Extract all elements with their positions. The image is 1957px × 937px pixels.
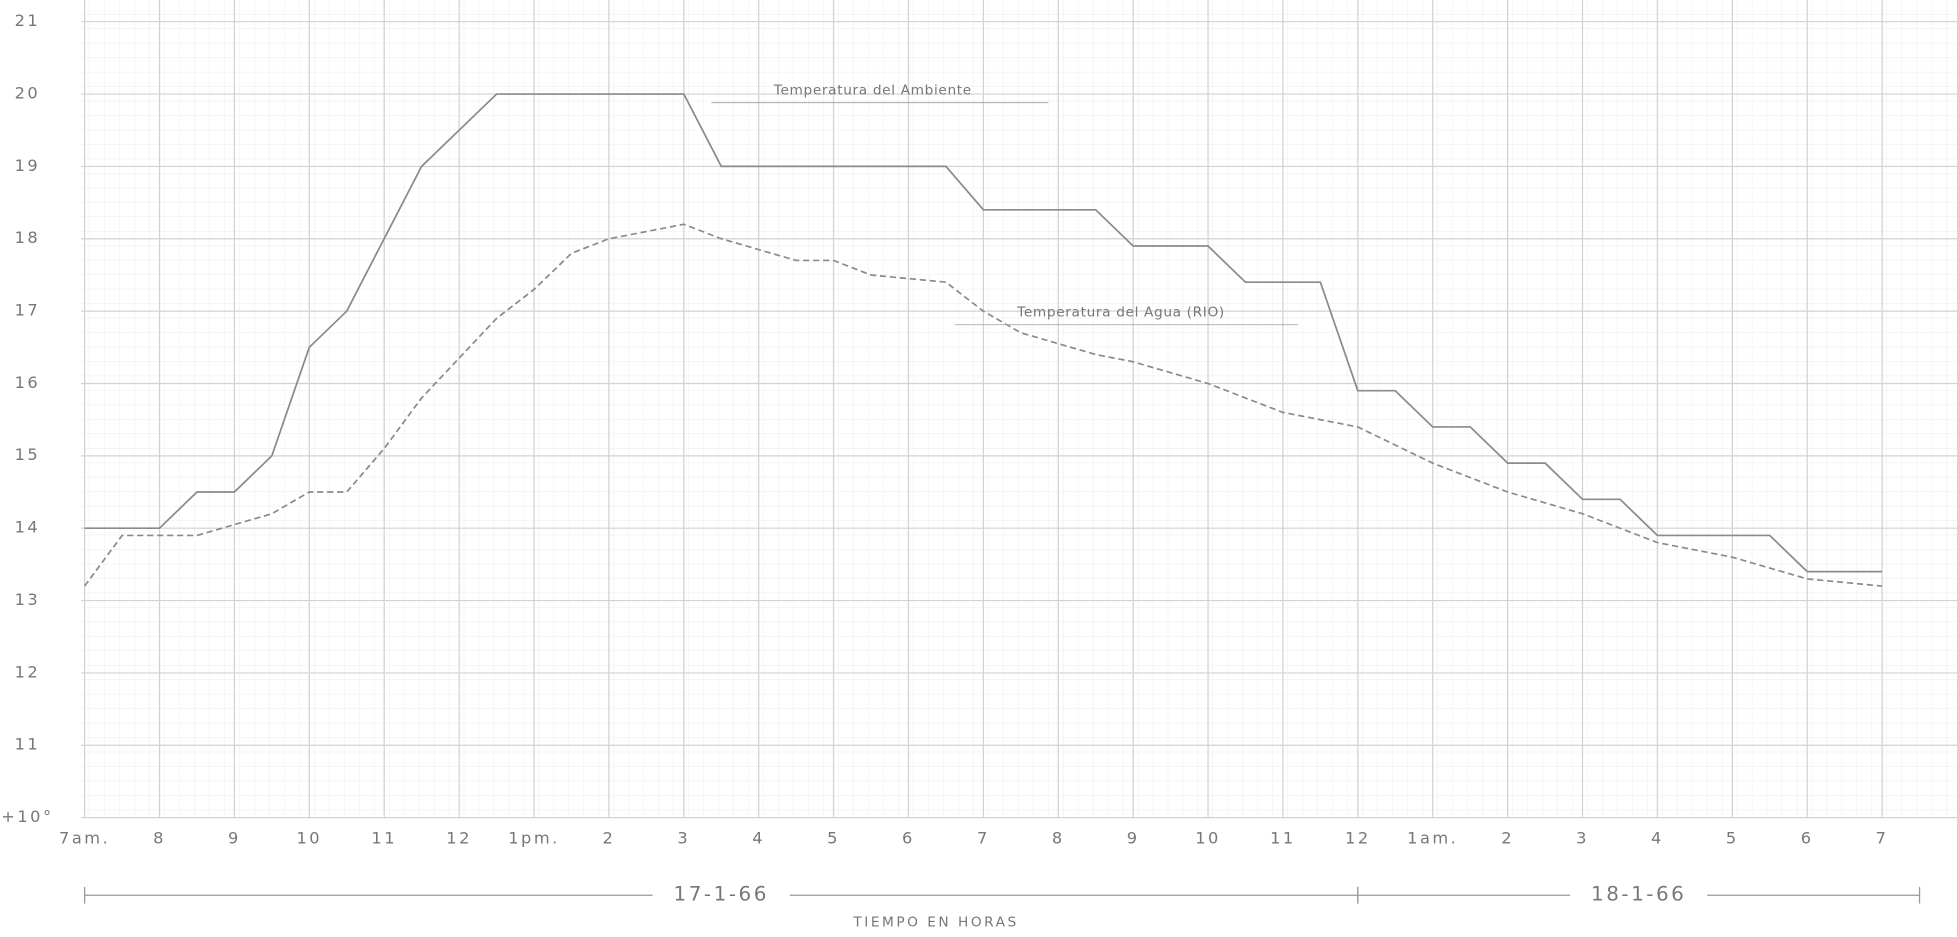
x-tick-label: 10 [296, 829, 322, 848]
x-axis-label: TIEMPO EN HORAS [852, 916, 1018, 931]
x-tick-label: 4 [1651, 829, 1664, 848]
x-tick-label: 9 [1127, 829, 1140, 848]
y-tick-label: 15 [15, 446, 41, 465]
x-tick-label: 8 [153, 829, 166, 848]
series-line [83, 223, 1883, 587]
x-tick-label: 8 [1052, 829, 1065, 848]
x-tick-label: 12 [1345, 829, 1371, 848]
y-tick-label: 18 [15, 229, 41, 248]
x-tick-label: 7 [977, 829, 990, 848]
x-tick-label: 5 [827, 829, 840, 848]
x-tick-label: 5 [1726, 829, 1739, 848]
y-tick-label: +10° [1, 807, 53, 826]
y-tick-label: 17 [15, 301, 41, 320]
x-tick-label: 1am. [1407, 829, 1458, 848]
x-tick-label: 7am. [59, 829, 110, 848]
x-tick-label: 11 [1270, 829, 1296, 848]
y-tick-label: 14 [15, 518, 41, 537]
y-tick-label: 13 [15, 590, 41, 609]
x-tick-label: 7 [1876, 829, 1889, 848]
graph-paper [81, 0, 1957, 818]
x-tick-label: 3 [1576, 829, 1589, 848]
y-tick-label: 16 [15, 373, 41, 392]
x-tick-label: 6 [902, 829, 915, 848]
y-tick-label: 21 [15, 11, 41, 30]
x-tick-label: 9 [228, 829, 241, 848]
x-tick-label: 10 [1195, 829, 1221, 848]
y-tick-label: 19 [15, 156, 41, 175]
x-tick-label: 4 [752, 829, 765, 848]
date-range-label: 18-1-66 [1591, 883, 1686, 905]
x-tick-label: 3 [677, 829, 690, 848]
y-tick-label: 20 [15, 84, 41, 103]
x-tick-label: 12 [446, 829, 472, 848]
y-tick-label: 12 [15, 663, 41, 682]
date-range-label: 17-1-66 [674, 883, 769, 905]
y-tick-label: 11 [15, 735, 41, 754]
x-tick-label: 6 [1801, 829, 1814, 848]
date-label-bg [652, 883, 790, 908]
date-label-bg [1570, 883, 1708, 908]
x-tick-label: 2 [602, 829, 615, 848]
series-label: Temperatura del Ambiente [773, 84, 972, 99]
x-tick-label: 1pm. [508, 829, 560, 848]
series-label: Temperatura del Agua (RIO) [1016, 306, 1225, 321]
x-tick-label: 11 [371, 829, 397, 848]
x-tick-label: 2 [1501, 829, 1514, 848]
series-line [84, 93, 1883, 573]
